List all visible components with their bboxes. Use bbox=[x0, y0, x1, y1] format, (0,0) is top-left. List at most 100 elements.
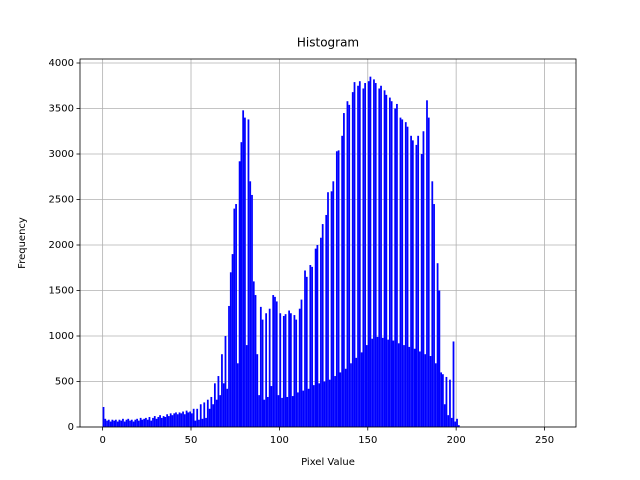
bar bbox=[118, 419, 121, 427]
bar bbox=[401, 119, 404, 427]
bar bbox=[155, 418, 158, 427]
bar bbox=[312, 385, 315, 427]
bar bbox=[376, 336, 379, 427]
bar bbox=[307, 388, 310, 427]
bar bbox=[129, 420, 131, 427]
bar bbox=[275, 301, 278, 427]
bar bbox=[229, 272, 232, 427]
bar bbox=[335, 151, 338, 427]
y-axis-label: Frequency bbox=[17, 217, 28, 269]
bar bbox=[397, 343, 400, 427]
bar bbox=[457, 425, 460, 427]
bar bbox=[122, 418, 124, 427]
bar bbox=[259, 306, 262, 427]
bar bbox=[394, 108, 397, 427]
bar bbox=[173, 413, 176, 427]
bar bbox=[102, 406, 105, 427]
plot-frame bbox=[79, 58, 577, 428]
bar bbox=[433, 204, 435, 427]
bar bbox=[366, 345, 368, 427]
bar bbox=[114, 419, 117, 427]
bar bbox=[272, 295, 275, 427]
bar bbox=[420, 154, 423, 427]
bar bbox=[286, 396, 289, 427]
bar bbox=[150, 420, 153, 427]
bar bbox=[261, 319, 264, 427]
bar bbox=[169, 413, 172, 427]
bar bbox=[284, 314, 287, 427]
bar bbox=[417, 135, 420, 427]
bar bbox=[304, 270, 306, 427]
bar bbox=[343, 113, 345, 428]
bar bbox=[206, 399, 209, 427]
y-tick-label: 2500 bbox=[49, 195, 74, 206]
bar bbox=[185, 410, 188, 427]
bar bbox=[350, 363, 352, 427]
bar bbox=[297, 392, 299, 427]
bar bbox=[403, 345, 405, 427]
bar bbox=[247, 119, 250, 427]
bar bbox=[270, 386, 273, 427]
bar bbox=[226, 388, 229, 427]
x-tick-label: 0 bbox=[99, 435, 105, 446]
bar bbox=[422, 131, 425, 427]
bar bbox=[251, 194, 253, 427]
bar bbox=[199, 404, 202, 427]
bar bbox=[189, 411, 192, 427]
bar bbox=[116, 421, 119, 427]
bar bbox=[192, 408, 195, 427]
bar bbox=[346, 101, 349, 427]
bar bbox=[360, 352, 363, 427]
bar bbox=[153, 416, 156, 427]
bar bbox=[385, 94, 388, 427]
x-tick-label: 150 bbox=[358, 435, 377, 446]
bar bbox=[210, 396, 213, 427]
bar bbox=[274, 296, 276, 427]
bar bbox=[231, 254, 234, 427]
bar bbox=[224, 336, 227, 427]
y-tick-label: 500 bbox=[55, 377, 74, 388]
bar bbox=[293, 315, 296, 427]
bar bbox=[454, 421, 457, 427]
bar bbox=[256, 354, 259, 427]
bar bbox=[152, 417, 154, 427]
bar bbox=[380, 85, 382, 427]
bar bbox=[175, 412, 177, 427]
bar bbox=[125, 419, 128, 427]
bar bbox=[252, 281, 255, 427]
bar bbox=[254, 295, 257, 427]
bar bbox=[228, 305, 230, 427]
bar bbox=[436, 263, 439, 427]
bar bbox=[449, 379, 451, 427]
bar bbox=[445, 376, 448, 427]
bar bbox=[362, 88, 365, 428]
x-tick-label: 100 bbox=[270, 435, 289, 446]
bar bbox=[348, 104, 351, 428]
bar bbox=[456, 418, 458, 427]
x-tick-label: 50 bbox=[185, 435, 198, 446]
bar bbox=[107, 419, 110, 427]
y-tick-label: 1500 bbox=[49, 286, 74, 297]
bar bbox=[388, 97, 391, 427]
x-axis-label: Pixel Value bbox=[301, 457, 355, 468]
bar bbox=[330, 191, 333, 427]
bar bbox=[176, 414, 179, 427]
bar bbox=[438, 290, 441, 427]
bar bbox=[148, 416, 151, 427]
bar bbox=[245, 345, 248, 427]
bar bbox=[396, 103, 398, 427]
bar bbox=[351, 92, 354, 427]
bar bbox=[415, 144, 418, 427]
bar bbox=[187, 412, 190, 427]
bar bbox=[123, 421, 126, 427]
bar bbox=[426, 100, 428, 428]
bar bbox=[208, 408, 211, 427]
bar bbox=[180, 413, 183, 427]
bar bbox=[219, 395, 222, 427]
bar bbox=[120, 420, 123, 427]
bar bbox=[364, 83, 367, 427]
bar bbox=[337, 150, 340, 427]
bar bbox=[318, 383, 321, 427]
y-tick-label: 4000 bbox=[49, 58, 74, 69]
bar bbox=[109, 421, 112, 427]
